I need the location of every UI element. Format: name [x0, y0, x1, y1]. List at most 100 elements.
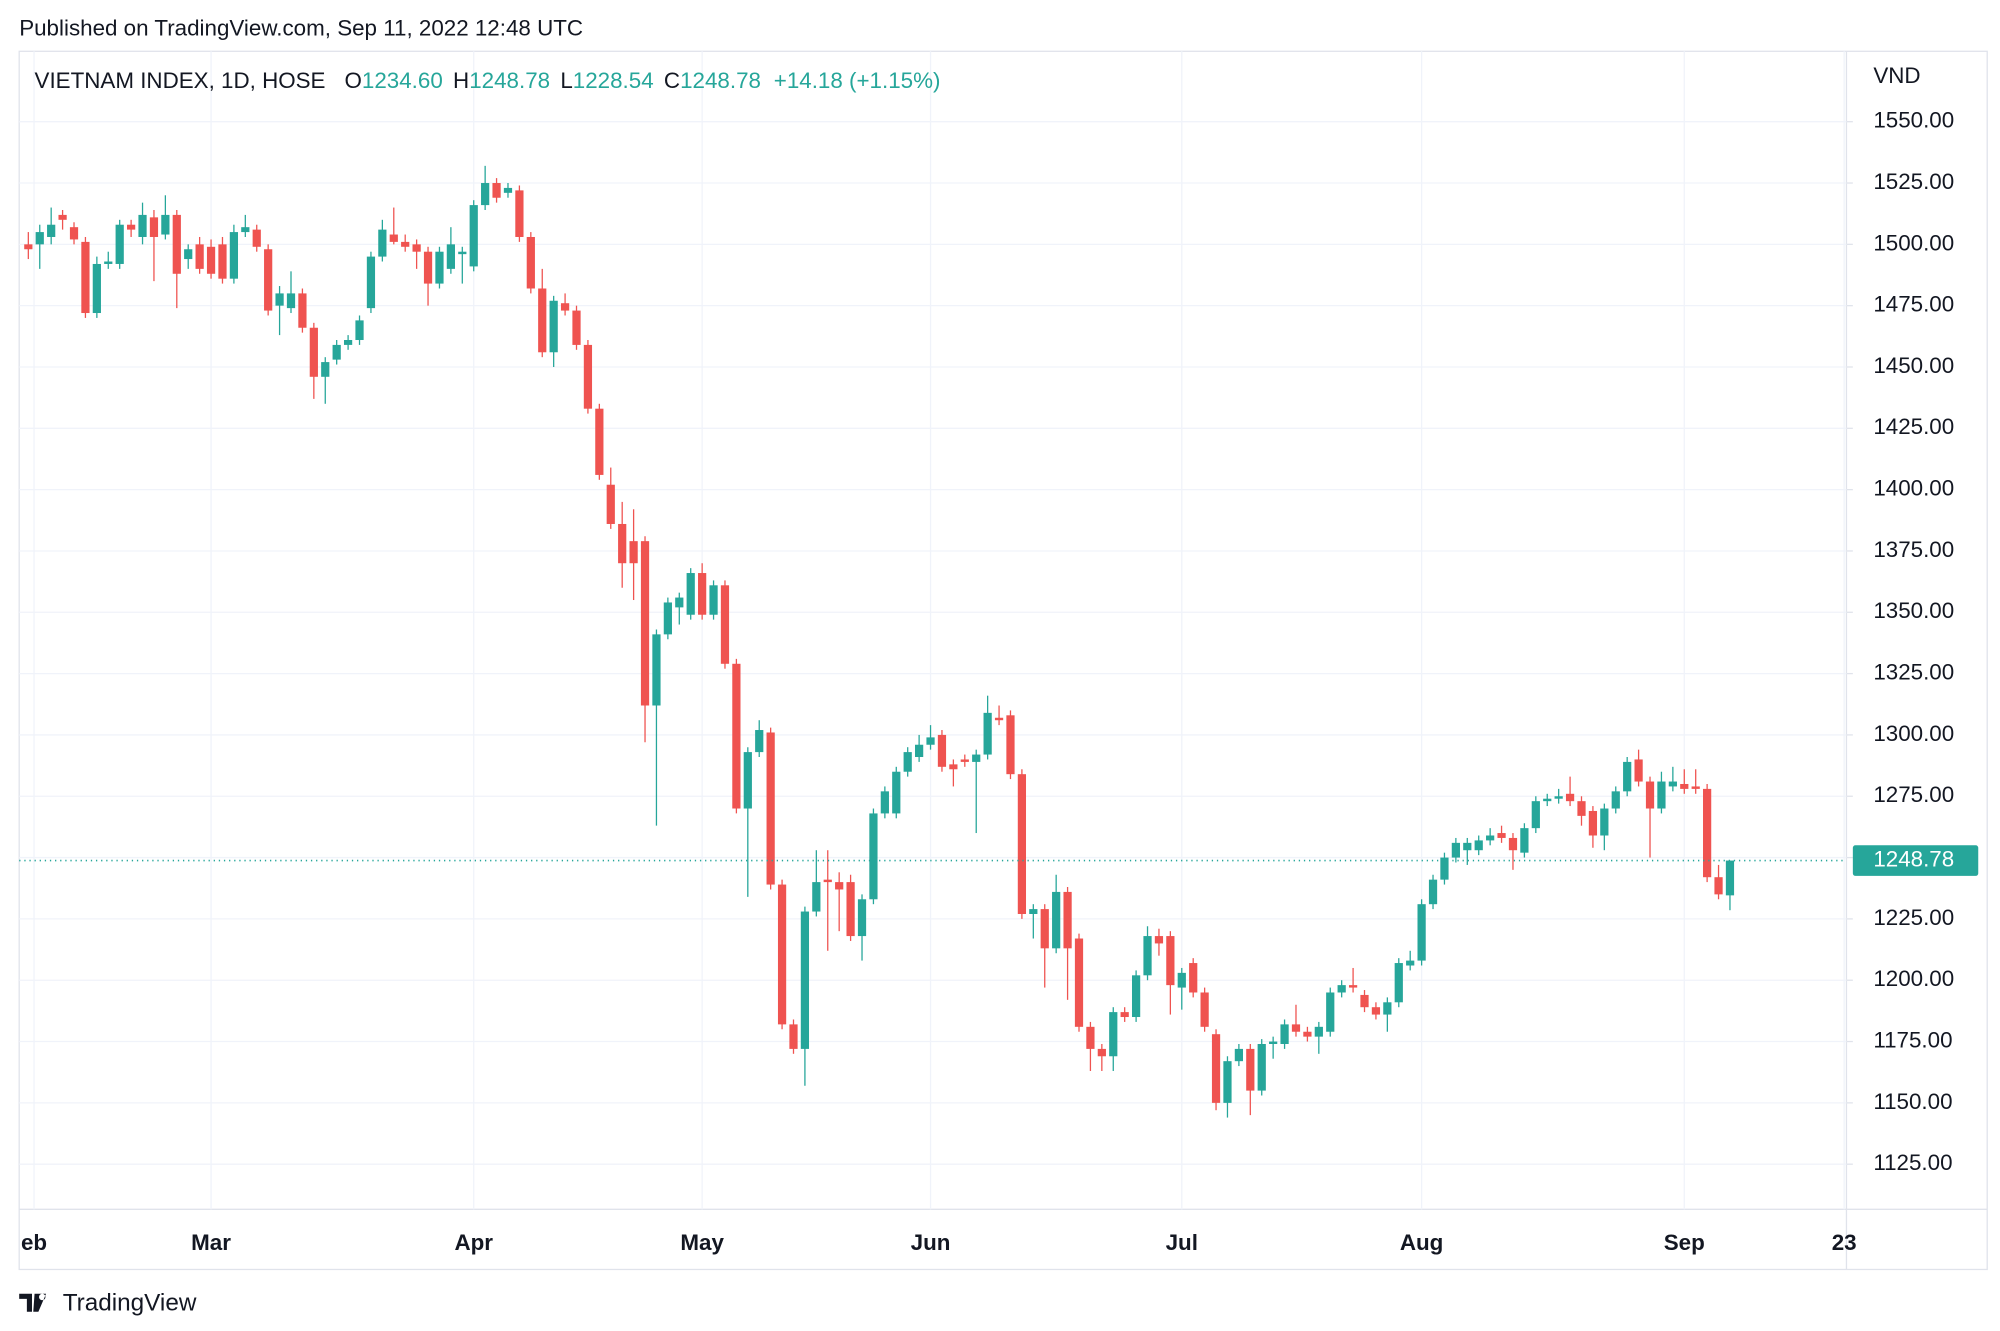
y-tick-label: 1275.00 [1873, 782, 1954, 807]
y-tick-label: 1450.00 [1873, 353, 1954, 378]
candle-body [1154, 936, 1164, 944]
candle-body [1657, 781, 1666, 809]
attribution: Published on TradingView.com, Sep 11, 20… [19, 15, 583, 40]
candle-body [1314, 1026, 1323, 1037]
axes: 1550.00 1525.00 1500.00 1475.00 1450.00 1425.… [21, 108, 1979, 1255]
candle-body [1680, 783, 1689, 789]
candle-body [1223, 1061, 1232, 1103]
candle-body [195, 244, 204, 269]
candle-body [960, 759, 969, 762]
candle-body [81, 241, 90, 314]
y-tick-label: 1175.00 [1873, 1027, 1952, 1052]
candle-body [515, 190, 524, 237]
y-tick-label: 1300.00 [1873, 721, 1954, 746]
candle-body [1531, 801, 1540, 829]
candle-body [1052, 891, 1061, 949]
legend-key: C [664, 68, 680, 93]
candle-body [1520, 828, 1529, 853]
candle-body [640, 541, 650, 706]
candle-body [1588, 810, 1598, 836]
candle-body [549, 300, 558, 353]
candle-body [1029, 909, 1038, 914]
x-tick-label: Jun [911, 1230, 951, 1255]
candle-body [1189, 963, 1198, 993]
candle-body [1360, 994, 1369, 1008]
candle-body [1200, 992, 1209, 1027]
candle-body [538, 288, 547, 353]
candle-body [1326, 992, 1335, 1032]
brand: TradingView [19, 1289, 197, 1316]
candle-body [24, 244, 33, 250]
y-tick-label: 1325.00 [1873, 660, 1954, 685]
x-tick-label: eb [21, 1230, 47, 1255]
candle-body [446, 244, 455, 269]
candle-body [1611, 791, 1620, 809]
candle-body [412, 244, 421, 252]
grid [19, 51, 1847, 1210]
x-tick-label: 23 [1832, 1230, 1857, 1255]
y-tick-label: 1375.00 [1873, 537, 1954, 562]
y-tick-label: 1500.00 [1873, 230, 1954, 255]
candle-body [526, 236, 535, 289]
last-price-badge [1852, 845, 1979, 876]
symbol: VIETNAM INDEX, 1D, HOSE [35, 68, 326, 93]
candle-body [1337, 985, 1346, 993]
candle-body [1486, 835, 1495, 841]
legend-value: 1228.54 [573, 68, 654, 93]
y-tick-label: 1425.00 [1873, 414, 1954, 439]
candle-body [1634, 759, 1643, 782]
x-tick-label: Jul [1166, 1230, 1198, 1255]
y-tick-label: 1400.00 [1873, 476, 1954, 501]
y-tick-label: 1125.00 [1873, 1150, 1952, 1175]
candle-body [1383, 1002, 1392, 1015]
candle-body [1280, 1024, 1289, 1044]
candle-body [115, 224, 124, 264]
y-tick-label: 1200.00 [1873, 966, 1954, 991]
candle-body [1463, 842, 1472, 851]
y-unit: VND [1873, 63, 1920, 88]
candle-body [1097, 1048, 1106, 1057]
legend-value: 1248.78 [469, 68, 550, 93]
candle-body [1131, 975, 1141, 1018]
candle-body [812, 882, 821, 912]
candle-body [880, 791, 889, 814]
candle-body [720, 585, 730, 664]
candle-body [835, 882, 844, 890]
candle-body [698, 573, 707, 615]
legend-key: O [345, 68, 362, 93]
candle-body [492, 183, 501, 198]
candle-body [1451, 842, 1460, 858]
candle-body [355, 320, 364, 341]
candle-body [629, 541, 638, 564]
candle-body [1428, 879, 1438, 905]
candle-body [732, 663, 741, 809]
candle-body [1645, 781, 1655, 809]
candle-body [241, 227, 250, 233]
candle-body [104, 261, 113, 264]
candle-body [309, 327, 318, 377]
candle-body [1554, 796, 1563, 799]
candle-body [469, 205, 478, 267]
candle-body [572, 310, 581, 345]
candle-body [332, 344, 341, 360]
candle-body [1691, 786, 1700, 789]
candle-body [583, 344, 593, 409]
candle-body [92, 263, 101, 314]
candle-body [560, 303, 570, 311]
legend-value: 1234.60 [362, 68, 443, 93]
y-tick-label: 1475.00 [1873, 292, 1954, 317]
legend-value: 1248.78 [680, 68, 761, 93]
candle-body [1269, 1041, 1278, 1044]
candle-body [1257, 1043, 1266, 1091]
x-tick-label: Apr [454, 1230, 493, 1255]
candle-body [743, 752, 752, 809]
candle-body [915, 744, 924, 758]
candle-body [503, 187, 513, 193]
candle-body [1497, 833, 1506, 838]
candle-body [218, 244, 227, 279]
candle-body [1086, 1026, 1095, 1049]
candle-body [755, 730, 764, 753]
candle-body [1211, 1034, 1221, 1103]
candle-body [458, 251, 467, 255]
